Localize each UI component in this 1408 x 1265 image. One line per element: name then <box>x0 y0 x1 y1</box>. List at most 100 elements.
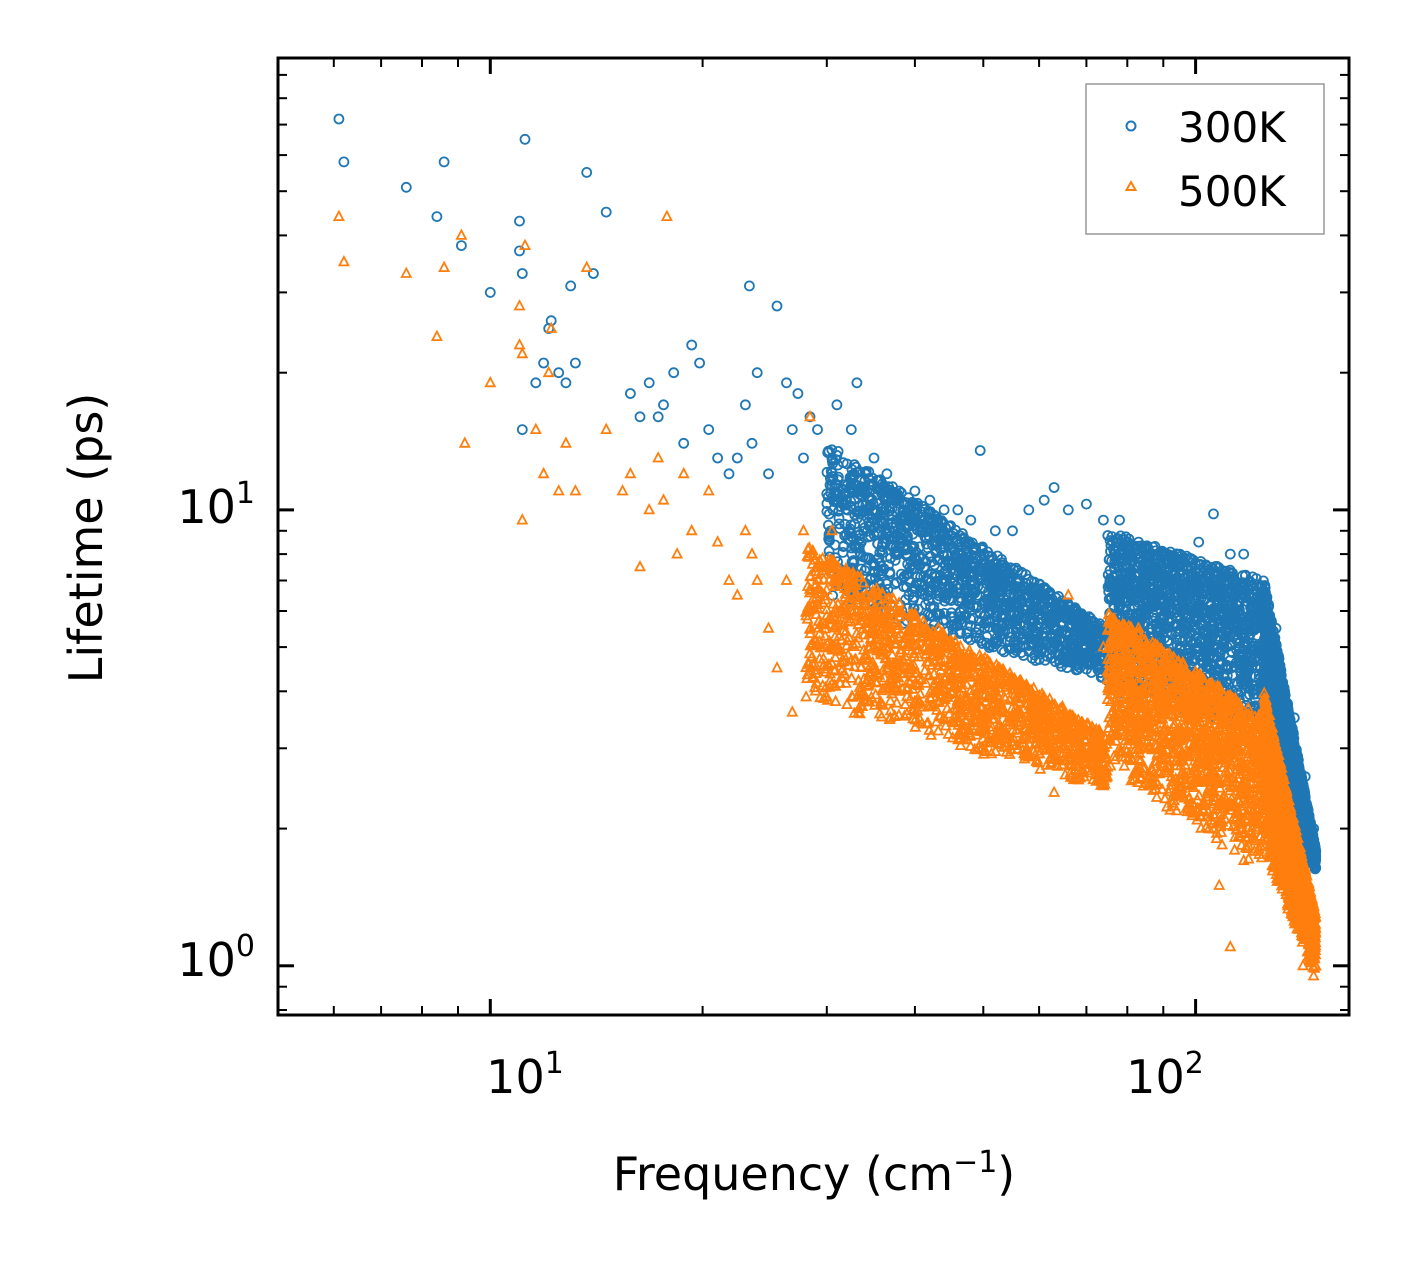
point-300k <box>1203 644 1214 656</box>
point-300k <box>938 608 950 619</box>
point-300k <box>1104 535 1116 546</box>
point-300k <box>1002 598 1014 610</box>
point-300k <box>1055 627 1067 639</box>
point-300k <box>1204 571 1216 582</box>
point-300k <box>991 632 1003 644</box>
point-300k <box>989 557 1001 569</box>
point-300k <box>845 528 857 539</box>
point-300k <box>1160 554 1171 566</box>
point-300k <box>1221 641 1233 653</box>
point-300k <box>987 599 999 611</box>
point-300k <box>876 541 888 553</box>
point-300k <box>961 587 972 599</box>
point-300k <box>944 539 956 551</box>
point-300k <box>1140 609 1152 621</box>
point-300k <box>1236 578 1248 590</box>
point-300k <box>947 557 958 568</box>
point-300k <box>859 552 871 563</box>
point-300k <box>893 492 905 504</box>
point-300k <box>901 569 912 581</box>
point-300k <box>901 548 912 560</box>
point-300k <box>1110 588 1122 600</box>
point-300k <box>1188 574 1199 586</box>
point-300k <box>1151 562 1163 573</box>
point-300k <box>1002 635 1013 647</box>
point-300k <box>883 502 895 514</box>
point-300k <box>925 551 936 563</box>
point-300k <box>1139 602 1151 613</box>
point-300k <box>880 528 891 540</box>
point-300k <box>891 577 902 588</box>
point-300k <box>1051 641 1063 652</box>
point-300k <box>834 501 846 512</box>
point-300k <box>1190 637 1202 649</box>
point-300k <box>944 580 956 592</box>
point-300k <box>1027 621 1038 633</box>
point-300k <box>1005 573 1017 585</box>
point-300k <box>1120 585 1131 596</box>
point-300k <box>1127 608 1138 620</box>
point-300k <box>893 547 905 559</box>
point-300k <box>845 471 857 483</box>
point-300k <box>1131 588 1142 600</box>
point-300k <box>1221 659 1233 671</box>
point-300k <box>962 538 974 550</box>
point-300k <box>889 578 900 590</box>
point-300k <box>1185 590 1196 602</box>
point-300k <box>1168 583 1180 594</box>
point-300k <box>1231 586 1242 597</box>
point-300k <box>861 525 873 537</box>
point-300k <box>1132 600 1144 612</box>
point-300k <box>970 627 982 638</box>
point-300k <box>1008 647 1020 659</box>
point-300k <box>982 601 994 612</box>
point-300k <box>1028 615 1039 627</box>
point-300k <box>867 512 878 524</box>
point-300k <box>1232 624 1244 636</box>
point-300k <box>1196 617 1208 628</box>
point-300k <box>1204 600 1216 612</box>
point-300k <box>860 487 871 499</box>
point-300k <box>1208 669 1220 680</box>
point-300k <box>917 588 928 600</box>
point-300k <box>1050 656 1061 668</box>
point-300k <box>1010 562 1022 574</box>
point-300k <box>1178 603 1189 615</box>
point-300k <box>1128 578 1140 590</box>
point-300k <box>910 512 921 523</box>
point-300k <box>1172 629 1184 640</box>
point-300k <box>1232 604 1244 616</box>
point-300k <box>1197 628 1209 640</box>
point-300k <box>977 598 989 609</box>
point-300k <box>955 614 966 626</box>
point-300k <box>964 634 976 646</box>
point-300k <box>1241 673 1253 685</box>
point-300k <box>1224 564 1236 576</box>
point-300k <box>1040 584 1052 595</box>
point-300k <box>904 500 916 512</box>
point-300k <box>965 620 977 632</box>
point-300k <box>833 512 845 524</box>
point-300k <box>961 571 972 583</box>
point-300k <box>898 570 910 582</box>
point-300k <box>941 534 953 545</box>
point-300k <box>1147 583 1158 594</box>
point-300k <box>839 530 850 541</box>
point-300k <box>1041 630 1053 642</box>
point-300k <box>1227 574 1239 586</box>
point-300k <box>1235 655 1247 667</box>
point-300k <box>1207 630 1219 641</box>
point-300k <box>886 514 897 525</box>
point-300k <box>909 563 920 575</box>
point-300k <box>919 563 931 574</box>
point-300k <box>1162 556 1174 568</box>
point-300k <box>878 518 890 530</box>
point-300k <box>896 568 907 580</box>
point-300k <box>829 478 841 490</box>
point-300k <box>1170 577 1182 589</box>
point-300k <box>1238 631 1250 642</box>
point-300k <box>1164 603 1176 615</box>
point-300k <box>1215 580 1227 592</box>
point-300k <box>1129 570 1141 582</box>
point-300k <box>1114 560 1125 572</box>
